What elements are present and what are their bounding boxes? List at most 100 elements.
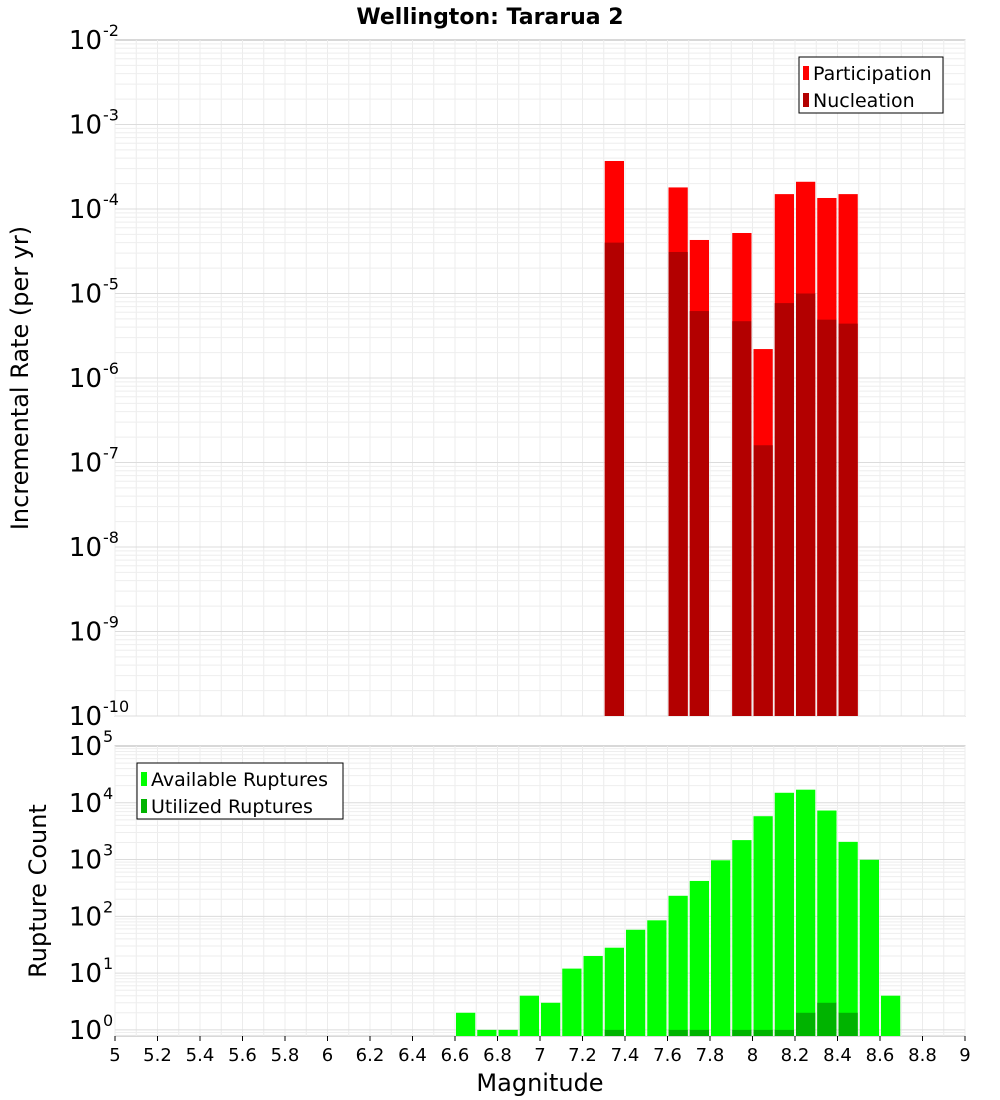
top-bars [604,160,858,717]
bar-available-ruptures [647,920,667,1036]
bar-utilized-ruptures [668,1029,688,1036]
y-tick-label: 10 [69,702,102,732]
x-tick-label: 5 [109,1045,120,1066]
y-tick-label: 10 [69,533,102,563]
x-tick-label: 8.4 [823,1045,852,1066]
top-legend: Participation Nucleation [798,56,944,114]
legend-label: Nucleation [813,90,915,112]
top-y-axis-label: Incremental Rate (per yr) [6,226,34,530]
x-tick-label: 5.8 [271,1045,300,1066]
y-tick-label: 10 [69,1016,102,1046]
x-tick-label: 6.6 [441,1045,470,1066]
x-tick-label: 5.6 [228,1045,257,1066]
bar-available-ruptures [838,841,858,1036]
y-tick-exponent: 2 [103,897,113,916]
bar-utilized-ruptures [817,1002,837,1036]
y-tick-label: 10 [69,618,102,648]
bar-available-ruptures [753,816,773,1036]
bar-nucleation [604,242,624,717]
bar-utilized-ruptures [796,1012,816,1036]
bar-nucleation [796,293,816,716]
bar-available-ruptures [477,1029,497,1036]
bar-nucleation [668,251,688,717]
x-tick-label: 7.2 [568,1045,597,1066]
y-tick-exponent: 4 [103,784,113,803]
x-tick-label: 5.2 [143,1045,172,1066]
y-tick-label: 10 [69,959,102,989]
x-tick-label: 6.8 [483,1045,512,1066]
y-tick-exponent: 0 [103,1011,113,1030]
bar-available-ruptures [519,995,539,1036]
bar-utilized-ruptures [753,1029,773,1036]
bar-available-ruptures [817,810,837,1036]
bar-available-ruptures [774,792,794,1036]
bar-available-ruptures [732,840,752,1036]
bar-utilized-ruptures [774,1029,794,1036]
bar-nucleation [817,319,837,716]
y-tick-exponent: -7 [103,444,119,463]
legend-swatch [803,93,809,107]
y-tick-exponent: -4 [103,190,119,209]
bar-available-ruptures [711,860,731,1036]
x-tick-label: 8.6 [866,1045,895,1066]
bar-available-ruptures [498,1029,518,1036]
legend-box [798,56,944,114]
legend-swatch [803,66,809,80]
top-gridlines [114,40,966,717]
y-tick-label: 10 [69,902,102,932]
x-tick-label: 6 [322,1045,333,1066]
y-tick-exponent: -6 [103,359,119,378]
y-tick-label: 10 [69,195,102,225]
x-tick-label: 8.2 [781,1045,810,1066]
x-tick-label: 8 [747,1045,758,1066]
y-tick-label: 10 [69,280,102,310]
y-tick-exponent: -2 [103,21,119,40]
bar-available-ruptures [626,929,646,1036]
x-tick-label: 5.4 [186,1045,215,1066]
y-tick-label: 10 [69,732,102,762]
bar-utilized-ruptures [689,1029,709,1036]
bar-nucleation [753,445,773,716]
y-tick-label: 10 [69,111,102,141]
bar-available-ruptures [881,995,901,1036]
x-tick-label: 6.4 [398,1045,427,1066]
bar-available-ruptures [668,895,688,1036]
y-tick-exponent: -9 [103,613,119,632]
y-tick-exponent: -8 [103,528,119,547]
bar-utilized-ruptures [732,1029,752,1036]
legend-swatch [141,772,147,786]
bar-utilized-ruptures [604,1029,624,1036]
y-tick-exponent: -3 [103,106,119,125]
bar-available-ruptures [562,968,582,1036]
bar-available-ruptures [689,880,709,1036]
bar-available-ruptures [859,859,879,1036]
x-axis-label: Magnitude [476,1069,603,1097]
bar-nucleation [838,323,858,716]
x-tick-labels: 5 5.2 5.4 5.6 5.8 6 6.2 6.4 6.6 6.8 7 7.2 7.4 7.6 7.8 8… [109,1036,971,1066]
x-tick-label: 6.2 [356,1045,385,1066]
y-tick-exponent: -5 [103,275,119,294]
legend-label: Participation [813,63,932,85]
y-tick-label: 10 [69,364,102,394]
x-tick-label: 9 [959,1045,970,1066]
bottom-y-axis-label: Rupture Count [24,804,52,978]
legend-label: Utilized Ruptures [151,796,313,818]
legend-label: Available Ruptures [151,769,328,791]
bar-available-ruptures [541,1002,561,1036]
bar-available-ruptures [456,1012,476,1036]
bottom-legend: Available Ruptures Utilized Ruptures [136,762,344,820]
bar-available-ruptures [604,947,624,1036]
y-tick-label: 10 [69,789,102,819]
x-tick-label: 8.8 [908,1045,937,1066]
x-tick-label: 7 [534,1045,545,1066]
bar-available-ruptures [583,956,603,1036]
x-tick-label: 7.8 [696,1045,725,1066]
y-tick-label: 10 [69,846,102,876]
bar-nucleation [689,311,709,716]
bar-nucleation [774,303,794,716]
